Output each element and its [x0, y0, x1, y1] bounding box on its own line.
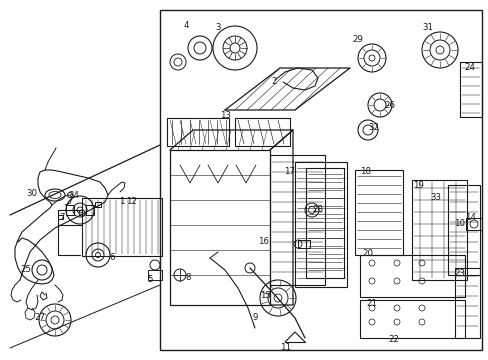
Text: 29: 29 [352, 36, 363, 45]
Text: 32: 32 [368, 123, 379, 132]
Text: 16: 16 [258, 238, 269, 247]
Text: 21: 21 [366, 300, 377, 309]
Bar [294, 162, 346, 287]
Text: 4: 4 [183, 22, 188, 31]
Text: 34: 34 [68, 192, 80, 201]
Text: 28: 28 [312, 206, 323, 215]
Bar [459, 62, 481, 117]
Text: 2: 2 [271, 77, 276, 86]
Text: 12: 12 [126, 198, 137, 207]
Bar [95, 202, 101, 207]
Bar [297, 240, 309, 248]
Bar [354, 170, 402, 255]
Bar [66, 205, 74, 215]
Text: 6: 6 [109, 253, 115, 262]
Bar [167, 118, 228, 146]
Text: 33: 33 [429, 194, 441, 202]
Bar [359, 300, 464, 338]
Bar [269, 155, 325, 285]
Text: 19: 19 [412, 181, 423, 190]
Text: 3: 3 [215, 23, 220, 32]
Text: 7: 7 [59, 213, 64, 222]
Bar [148, 270, 162, 280]
Bar [465, 218, 481, 230]
Text: 24: 24 [464, 63, 474, 72]
Text: 20: 20 [362, 249, 373, 258]
Text: 27: 27 [35, 314, 45, 323]
Text: 18: 18 [360, 167, 371, 176]
Text: 1: 1 [119, 198, 124, 207]
Text: 30: 30 [26, 189, 38, 198]
Text: 9: 9 [252, 314, 257, 323]
Text: 22: 22 [387, 336, 399, 345]
Bar [359, 255, 464, 297]
Bar [235, 118, 289, 146]
Bar [170, 150, 269, 305]
Text: 5: 5 [147, 275, 152, 284]
Bar [454, 268, 479, 338]
Text: 26: 26 [384, 102, 395, 111]
Text: 10: 10 [453, 220, 465, 229]
Text: 14: 14 [465, 213, 475, 222]
Bar [411, 180, 466, 280]
Bar [305, 168, 343, 278]
Bar [160, 10, 481, 350]
Text: 31: 31 [422, 23, 433, 32]
Text: 11: 11 [280, 343, 291, 352]
Text: 13: 13 [220, 112, 231, 121]
Bar [58, 215, 63, 219]
Bar [447, 185, 479, 275]
Bar [86, 205, 94, 215]
Bar [82, 198, 162, 256]
Text: 25: 25 [20, 266, 31, 274]
Text: 15: 15 [260, 292, 271, 301]
Text: 23: 23 [453, 270, 465, 279]
Text: 17: 17 [284, 167, 295, 176]
Text: 8: 8 [185, 274, 190, 283]
